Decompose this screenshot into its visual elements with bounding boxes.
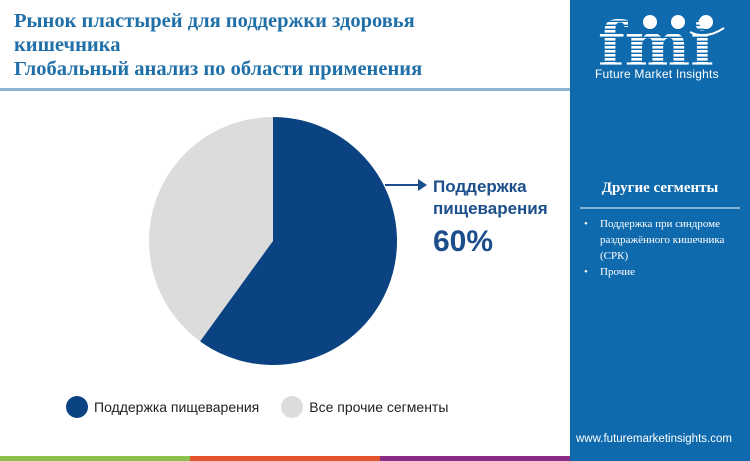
chart-legend: Поддержка пищеварения Все прочие сегмент… xyxy=(66,396,470,418)
title-line-1: Рынок пластырей для поддержки здоровья xyxy=(14,10,415,32)
pie-chart xyxy=(149,117,397,365)
website-link[interactable]: www.futuremarketinsights.com xyxy=(576,433,732,445)
bar-segment-orange xyxy=(190,456,380,461)
pie-slice-digestive-support xyxy=(200,117,397,365)
legend-label: Поддержка пищеварения xyxy=(94,399,260,415)
segments-divider xyxy=(580,207,740,209)
legend-swatch xyxy=(66,396,88,418)
title-line-3: Глобальный анализ по области применения xyxy=(14,58,423,80)
callout-value: 60% xyxy=(433,225,494,258)
other-segments-list: Поддержка при синдроме раздражённого киш… xyxy=(584,216,746,280)
bar-segment-purple xyxy=(380,456,570,461)
sidebar: fmi Future Market Insights Другие сегмен… xyxy=(570,0,750,461)
legend-item-other-segments: Все прочие сегменты xyxy=(281,396,448,418)
segment-item: Прочие xyxy=(584,264,746,280)
arrow-right-icon xyxy=(418,179,427,191)
title-line-2: кишечника xyxy=(14,34,121,56)
bottom-color-bar xyxy=(0,456,570,461)
bar-segment-green xyxy=(0,456,190,461)
legend-swatch xyxy=(281,396,304,418)
title-divider xyxy=(0,88,570,91)
fmi-logo-icon: fmi xyxy=(598,10,725,81)
page-title: Рынок пластырей для поддержки здоровья к… xyxy=(14,9,564,81)
callout-label: Поддержка пищеварения xyxy=(433,177,548,218)
callout-line xyxy=(385,184,419,186)
legend-label: Все прочие сегменты xyxy=(309,399,449,415)
logo-text: Future Market Insights xyxy=(595,67,719,81)
other-segments-title: Другие сегменты xyxy=(601,180,719,196)
legend-item-digestive-support: Поддержка пищеварения xyxy=(66,396,259,418)
chart-area: Рынок пластырей для поддержки здоровья к… xyxy=(0,9,570,461)
segment-item: Поддержка при синдроме раздражённого киш… xyxy=(584,216,746,264)
